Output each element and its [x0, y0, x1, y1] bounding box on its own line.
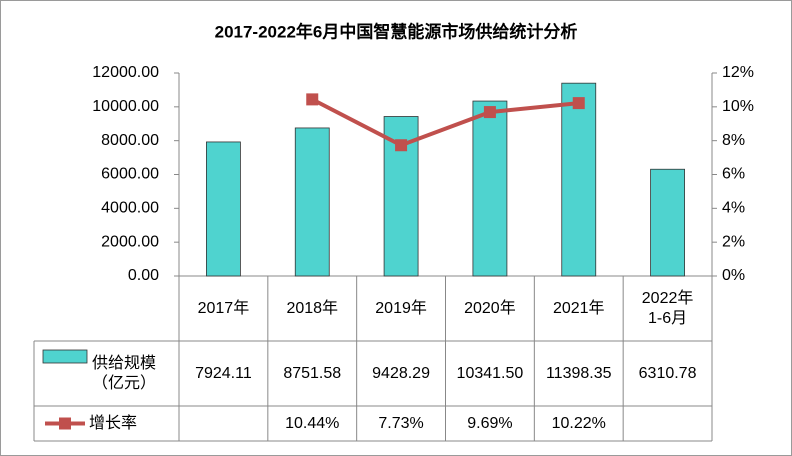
table-value: 9.69% — [467, 414, 513, 432]
x-tick-label: 2021年 — [552, 299, 605, 317]
table-value: 9428.29 — [372, 364, 430, 382]
line — [311, 97, 579, 148]
table-value: 7.73% — [378, 414, 424, 432]
legend-swatch — [42, 349, 88, 364]
bar — [650, 168, 685, 277]
legend-label: 增长率 — [89, 414, 138, 432]
x-tick-label: 2022年1-6月 — [641, 289, 694, 327]
y2-tick-label: 10% — [722, 98, 754, 115]
line-marker — [395, 139, 408, 152]
y-tick-label: 8000.00 — [101, 132, 159, 149]
y-tick-label: 2000.00 — [101, 233, 159, 250]
y-tick-label: 4000.00 — [101, 200, 159, 217]
table-value: 7924.11 — [195, 364, 252, 382]
y2-tick-label: 8% — [722, 132, 745, 149]
bar — [294, 127, 330, 277]
bar — [472, 100, 508, 277]
x-tick-label: 2020年 — [464, 299, 516, 317]
x-tick-label: 2018年 — [286, 299, 339, 317]
table-value: 10.22% — [551, 414, 606, 432]
y2-tick-label: 12% — [722, 64, 754, 81]
line-marker — [483, 106, 496, 119]
line-marker — [306, 93, 319, 106]
line-marker — [572, 97, 585, 110]
table-value: 10.44% — [285, 414, 340, 432]
table-value: 6310.78 — [638, 364, 697, 382]
y2-tick-label: 4% — [722, 200, 745, 217]
legend-label: 供给规模（亿元） — [91, 354, 156, 392]
table-value: 10341.50 — [456, 364, 524, 382]
y-tick-label: 12000.00 — [92, 64, 159, 81]
table-value: 8751.58 — [283, 364, 342, 382]
bar — [561, 82, 597, 277]
x-tick-label: 2019年 — [375, 299, 427, 317]
y2-tick-label: 6% — [722, 166, 745, 183]
bar — [206, 141, 241, 277]
y-tick-label: 0.00 — [128, 267, 159, 284]
chart-title: 2017-2022年6月中国智慧能源市场供给统计分析 — [215, 21, 578, 41]
legend-marker — [59, 417, 71, 430]
y2-tick-label: 2% — [722, 233, 745, 250]
y-tick-label: 10000.00 — [92, 98, 159, 115]
y2-tick-label: 0% — [722, 267, 745, 284]
table-value: 11398.35 — [545, 364, 612, 382]
y-tick-label: 6000.00 — [101, 166, 159, 183]
x-tick-label: 2017年 — [197, 299, 250, 317]
